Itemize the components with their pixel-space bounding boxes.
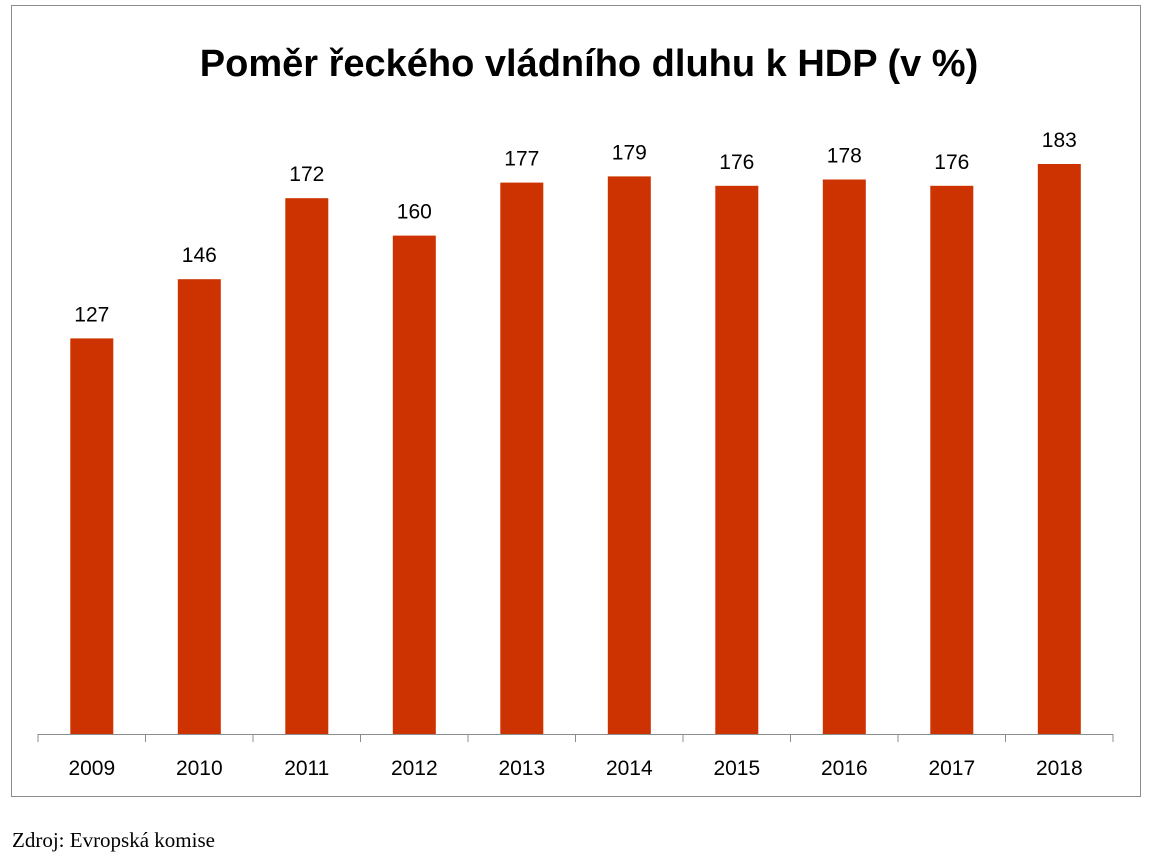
bar-2015 (715, 185, 759, 735)
x-tick-label-2018: 2018 (1036, 757, 1083, 780)
data-label-2014: 179 (612, 141, 647, 164)
x-tick-label-2016: 2016 (821, 757, 868, 780)
x-tick-label-2010: 2010 (176, 757, 223, 780)
bar-2014 (607, 176, 651, 734)
data-label-2018: 183 (1042, 129, 1077, 152)
bar-2011 (285, 198, 329, 734)
data-label-2011: 172 (289, 163, 324, 186)
bar-2009 (70, 338, 114, 734)
data-label-2013: 177 (504, 148, 539, 171)
x-tick-label-2014: 2014 (606, 757, 653, 780)
bar-2018 (1037, 164, 1081, 734)
x-tick-label-2009: 2009 (68, 757, 115, 780)
x-tick-label-2017: 2017 (928, 757, 975, 780)
data-labels-layer: 127 146 172 160 177 179 176 178 176 183 (74, 129, 1077, 326)
source-note: Zdroj: Evropská komise (12, 828, 215, 852)
x-tick-label-2012: 2012 (391, 757, 438, 780)
bar-2013 (500, 182, 544, 735)
chart-title: Poměr řeckého vládního dluhu k HDP (v %) (200, 43, 978, 85)
x-tick-label-2015: 2015 (713, 757, 760, 780)
data-label-2010: 146 (182, 244, 217, 267)
data-label-2012: 160 (397, 201, 432, 224)
data-label-2009: 127 (74, 303, 109, 326)
bar-2017 (930, 185, 974, 735)
bar-2012 (392, 235, 436, 734)
x-tick-label-2013: 2013 (498, 757, 545, 780)
data-label-2015: 176 (719, 151, 754, 174)
bar-2016 (822, 179, 866, 734)
bar-2010 (177, 279, 221, 734)
data-label-2016: 178 (827, 145, 862, 168)
data-label-2017: 176 (934, 151, 969, 174)
bars-layer (70, 164, 1081, 735)
x-tick-label-2011: 2011 (284, 757, 329, 780)
x-axis: 2009 2010 2011 2012 2013 2014 2015 2016 2017 2018 (37, 734, 1114, 780)
